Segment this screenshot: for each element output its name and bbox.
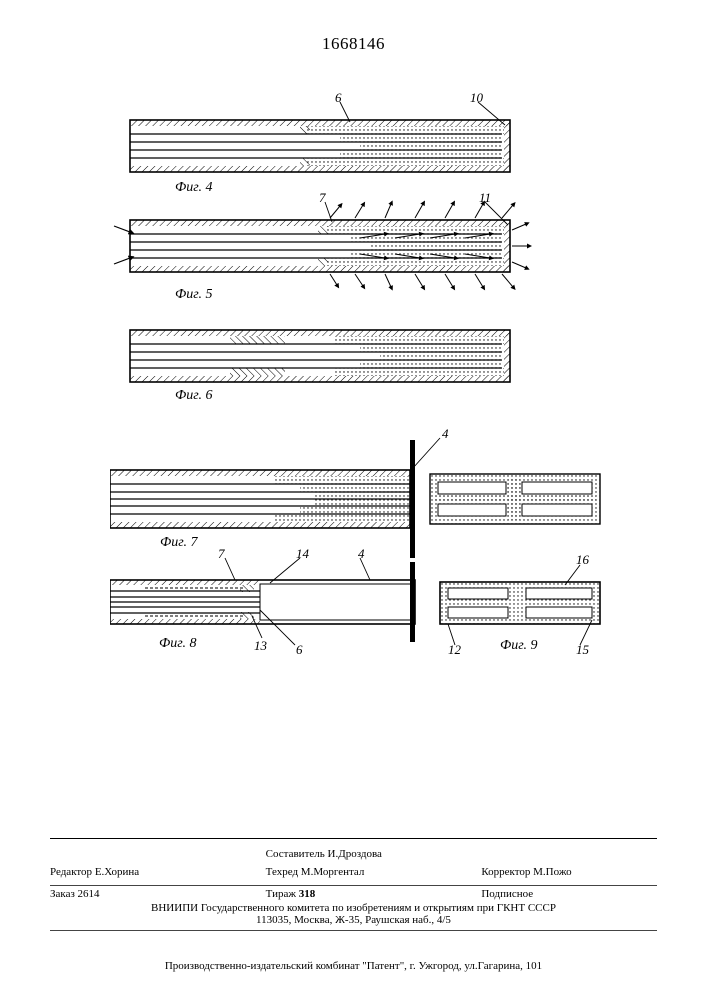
footer-block: Заказ 2614 Тираж 318 Подписное ВНИИПИ Го… (50, 886, 657, 935)
editor: Е.Хорина (95, 866, 139, 878)
ref-7: 7 (319, 190, 326, 206)
ref-4a: 4 (442, 426, 449, 442)
corrector-label: Корректор (481, 866, 530, 878)
figures-area: Фиг. 4 Фиг. 5 Фиг. 6 Фиг. 7 Фиг. 8 Фиг. … (110, 90, 610, 730)
ref-12: 12 (448, 642, 461, 658)
ref-6b: 6 (296, 642, 303, 658)
compiler: И.Дроздова (328, 848, 382, 860)
org: ВНИИПИ Государственного комитета по изоб… (50, 902, 657, 914)
ref-16: 16 (576, 552, 589, 568)
ref-6: 6 (335, 90, 342, 106)
fig6 (130, 330, 510, 382)
ref-14: 14 (296, 546, 309, 562)
editor-label: Редактор (50, 866, 92, 878)
fig8-label: Фиг. 8 (159, 636, 197, 652)
tirage-label: Тираж (266, 888, 296, 900)
compiler-label: Составитель (266, 848, 325, 860)
techred-label: Техред (266, 866, 298, 878)
org-address: 113035, Москва, Ж-35, Раушская наб., 4/5 (50, 914, 657, 926)
subscription: Подписное (481, 888, 533, 900)
fig4-label: Фиг. 4 (175, 180, 213, 196)
ref-7b: 7 (218, 546, 225, 562)
ref-10: 10 (470, 90, 483, 106)
fig5-label: Фиг. 5 (175, 287, 213, 303)
ref-13: 13 (254, 638, 267, 654)
fig8 (110, 562, 415, 642)
fig9-label: Фиг. 9 (500, 638, 538, 654)
tirage: 318 (299, 888, 316, 900)
corrector: М.Пожо (533, 866, 572, 878)
ref-15: 15 (576, 642, 589, 658)
page-number: 1668146 (0, 34, 707, 54)
techred: М.Моргентал (301, 866, 365, 878)
fig6-label: Фиг. 6 (175, 388, 213, 404)
publisher: Производственно-издательский комбинат "П… (0, 960, 707, 972)
fig4 (130, 120, 510, 172)
order: Заказ 2614 (50, 888, 100, 900)
ref-4b: 4 (358, 546, 365, 562)
ref-11: 11 (479, 190, 491, 206)
fig5 (114, 204, 528, 287)
fig9 (440, 582, 600, 624)
fig7-label: Фиг. 7 (160, 535, 198, 551)
credits-block: Составитель И.Дроздова Редактор Е.Хорина… (50, 838, 657, 890)
